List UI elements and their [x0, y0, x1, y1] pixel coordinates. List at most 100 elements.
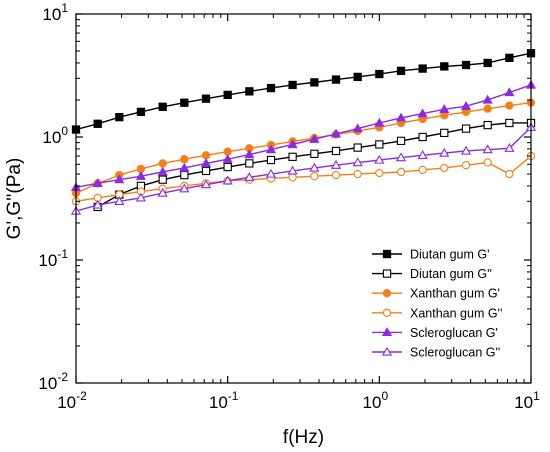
data-point: [309, 162, 320, 172]
data-point: [395, 112, 407, 122]
data-point: [114, 174, 125, 184]
data-point: [245, 87, 254, 96]
x-tick-label: 10-2: [57, 389, 87, 412]
data-point: [266, 155, 276, 165]
data-point: [396, 136, 406, 146]
y-tick-label: 101: [42, 1, 68, 24]
x-axis-title: f(Hz): [283, 427, 324, 448]
series-line: [75, 84, 532, 188]
data-point: [136, 107, 146, 117]
data-point: [115, 113, 124, 122]
data-point: [180, 155, 189, 164]
data-point: [461, 124, 471, 133]
data-point: [287, 139, 298, 149]
data-point: [396, 66, 406, 75]
data-point: [93, 119, 102, 128]
series-line: [75, 126, 532, 212]
data-point: [483, 120, 492, 130]
data-point: [330, 159, 342, 169]
data-point: [92, 178, 103, 187]
data-point: [222, 175, 233, 185]
data-point: [482, 144, 493, 154]
data-point: [223, 90, 232, 100]
data-point: [309, 133, 320, 143]
data-point: [505, 169, 514, 179]
data-point: [179, 183, 190, 193]
series-4: [70, 79, 537, 191]
data-point: [288, 80, 297, 90]
data-point: [461, 161, 471, 170]
legend-label: Scleroglucan G': [410, 326, 498, 340]
data-point: [179, 162, 190, 172]
data-point: [200, 179, 212, 189]
data-point: [352, 123, 363, 133]
data-point: [288, 152, 297, 161]
x-tick-label: 10-1: [209, 389, 239, 412]
data-point: [375, 168, 384, 178]
series-layer: [70, 49, 537, 215]
data-point: [483, 158, 492, 167]
data-point: [92, 199, 103, 209]
data-point: [331, 170, 341, 180]
legend-label: Diutan gum G'': [410, 267, 492, 281]
data-point: [201, 94, 211, 103]
data-point: [440, 163, 449, 173]
data-point: [482, 94, 493, 104]
data-point: [287, 165, 298, 175]
data-point: [440, 128, 449, 138]
data-point: [265, 168, 277, 178]
legend-label: Scleroglucan G'': [410, 346, 500, 360]
data-point: [460, 145, 472, 155]
data-point: [180, 98, 189, 107]
data-point: [395, 152, 407, 162]
legend-marker: [382, 289, 392, 298]
plot-frame: [75, 13, 532, 384]
series-line: [75, 102, 532, 194]
data-point: [158, 102, 167, 111]
data-point: [505, 53, 514, 63]
data-point: [158, 175, 167, 184]
legend-marker: [382, 269, 392, 278]
legend-label: Xanthan gum G': [410, 287, 500, 301]
data-point: [222, 153, 233, 163]
data-point: [200, 158, 212, 168]
data-point: [505, 118, 514, 128]
data-point: [310, 149, 319, 158]
data-point: [396, 167, 406, 177]
data-point: [439, 104, 450, 113]
data-point: [201, 166, 211, 176]
data-point: [353, 143, 362, 152]
series-5: [70, 122, 537, 215]
data-point: [223, 162, 232, 172]
series-0: [71, 49, 536, 134]
data-point: [201, 151, 211, 160]
data-point: [135, 192, 147, 202]
data-point: [157, 166, 168, 176]
data-point: [244, 149, 255, 159]
data-point: [417, 150, 428, 159]
legend: Diutan gum G' Diutan gum G'' Xanthan gum G…: [372, 248, 502, 360]
y-tick-label: 100: [42, 124, 68, 147]
x-tick-label: 100: [363, 389, 389, 412]
data-point: [331, 75, 341, 84]
data-point: [375, 140, 384, 149]
data-point: [418, 64, 427, 73]
data-point: [135, 170, 147, 180]
legend-label: Diutan gum G': [410, 248, 490, 262]
data-point: [353, 72, 362, 82]
y-tick-label: 10-1: [38, 247, 68, 270]
data-point: [245, 159, 254, 168]
data-point: [504, 87, 515, 97]
data-point: [180, 170, 189, 180]
data-point: [440, 62, 449, 71]
data-point: [352, 157, 363, 167]
data-point: [418, 165, 427, 175]
data-point: [244, 172, 255, 181]
legend-marker: [381, 327, 393, 337]
legend-marker: [381, 346, 393, 356]
data-point: [353, 169, 362, 179]
series-line: [75, 155, 532, 203]
data-point: [288, 173, 297, 182]
data-point: [310, 172, 319, 181]
